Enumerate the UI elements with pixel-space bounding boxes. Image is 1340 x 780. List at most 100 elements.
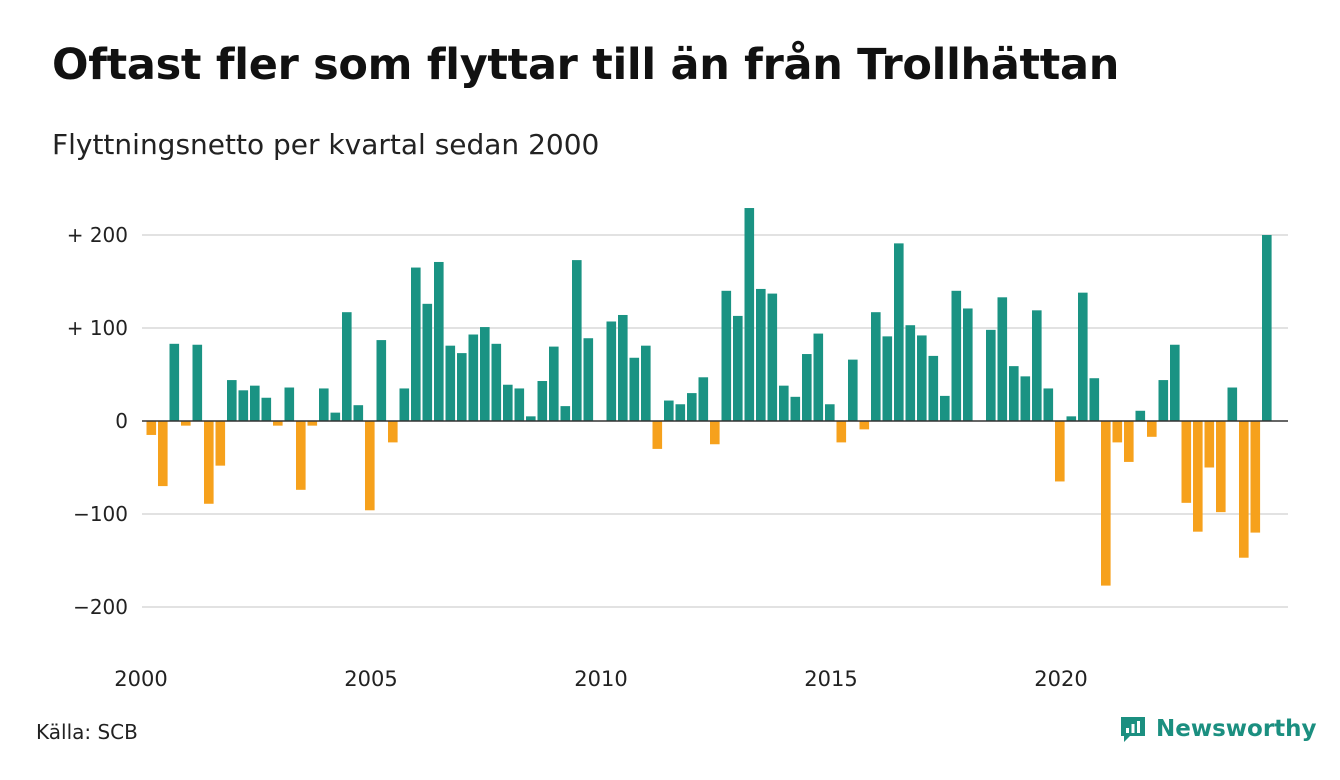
x-tick-label: 2010: [574, 667, 627, 691]
bar: [376, 340, 387, 421]
bar: [756, 288, 766, 421]
bar: [618, 314, 628, 421]
bar: [238, 390, 249, 421]
bar: [560, 406, 571, 421]
bar: [1262, 235, 1272, 421]
bar: [353, 405, 364, 421]
bar: [825, 404, 835, 421]
bar: [330, 412, 341, 421]
chart-title: Oftast fler som flyttar till än från Tro…: [52, 40, 1120, 90]
bar: [273, 421, 283, 426]
y-tick-label: + 200: [67, 223, 128, 247]
bar: [468, 334, 479, 421]
bar: [365, 421, 375, 511]
bar: [537, 381, 548, 421]
bar: [514, 388, 525, 421]
bar: [158, 421, 168, 487]
bar: [675, 404, 686, 421]
bar: [813, 333, 824, 421]
bar: [261, 397, 272, 421]
bar: [434, 261, 444, 421]
y-tick-label: + 100: [67, 316, 128, 340]
bar: [871, 312, 881, 421]
bar: [986, 329, 996, 421]
bar: [1112, 421, 1123, 443]
bar: [583, 338, 594, 421]
bar: [1101, 421, 1111, 586]
bar: [836, 421, 847, 443]
chart-subtitle: Flyttningsnetto per kvartal sedan 2000: [52, 128, 600, 161]
bar: [192, 344, 203, 421]
bar: [457, 353, 467, 421]
bar: [526, 416, 536, 421]
bar: [1181, 421, 1192, 503]
x-tick-label: 2005: [344, 667, 397, 691]
bar: [744, 208, 755, 421]
bar: [296, 421, 306, 490]
bar: [1227, 387, 1238, 421]
bar: [779, 385, 789, 421]
bar: [1250, 421, 1261, 533]
bar: [227, 380, 237, 421]
bar: [859, 421, 870, 430]
x-tick-label: 2015: [804, 667, 857, 691]
bar: [928, 355, 939, 421]
bar: [503, 384, 513, 421]
bar: [250, 385, 260, 421]
bar: [1204, 421, 1215, 468]
bar: [963, 308, 973, 421]
brand-logo[interactable]: Newsworthy: [1118, 714, 1317, 744]
bar: [790, 396, 801, 421]
bar: [721, 290, 732, 421]
bar: [698, 377, 709, 421]
bar: [204, 421, 214, 504]
bar: [549, 346, 559, 421]
bar: [399, 388, 410, 421]
bar: [215, 421, 226, 466]
bar: [422, 303, 433, 421]
bar: [307, 421, 318, 426]
bar: [342, 312, 352, 421]
y-tick-label: −200: [73, 595, 128, 619]
bar: [1239, 421, 1249, 558]
brand-name: Newsworthy: [1156, 716, 1317, 742]
y-axis-labels: + 200 + 100 0 −100 −200: [67, 223, 128, 619]
bar: [572, 260, 582, 421]
bar: [641, 345, 651, 421]
bar: [1216, 421, 1226, 513]
bar: [491, 343, 502, 421]
grid-lines: [142, 234, 1288, 608]
bar: [1124, 421, 1134, 462]
bar: [1193, 421, 1203, 532]
bar: [710, 421, 720, 445]
bar: [767, 293, 778, 421]
bar: [1020, 376, 1031, 421]
bar: [917, 335, 927, 421]
x-tick-label: 2020: [1034, 667, 1087, 691]
bar: [146, 421, 157, 435]
bar: [1066, 416, 1077, 421]
bar: [997, 297, 1008, 421]
bar: [319, 388, 329, 421]
bar: [802, 354, 812, 421]
y-tick-label: −100: [73, 502, 128, 526]
x-tick-label: 2000: [114, 667, 167, 691]
bar: [733, 315, 743, 421]
bar: [284, 387, 295, 421]
bar: [848, 359, 858, 421]
bar: [652, 421, 663, 449]
bar: [1055, 421, 1065, 482]
bar: [1147, 421, 1157, 437]
bar: [629, 357, 640, 421]
bar: [664, 400, 674, 421]
bar: [1170, 344, 1180, 421]
source-note: Källa: SCB: [36, 720, 138, 744]
bar: [951, 290, 962, 421]
bar: [169, 343, 180, 421]
bar: [445, 345, 456, 421]
bar: [1032, 310, 1042, 421]
bar: [1158, 380, 1169, 421]
bar: [687, 393, 697, 421]
bar: [882, 336, 893, 421]
